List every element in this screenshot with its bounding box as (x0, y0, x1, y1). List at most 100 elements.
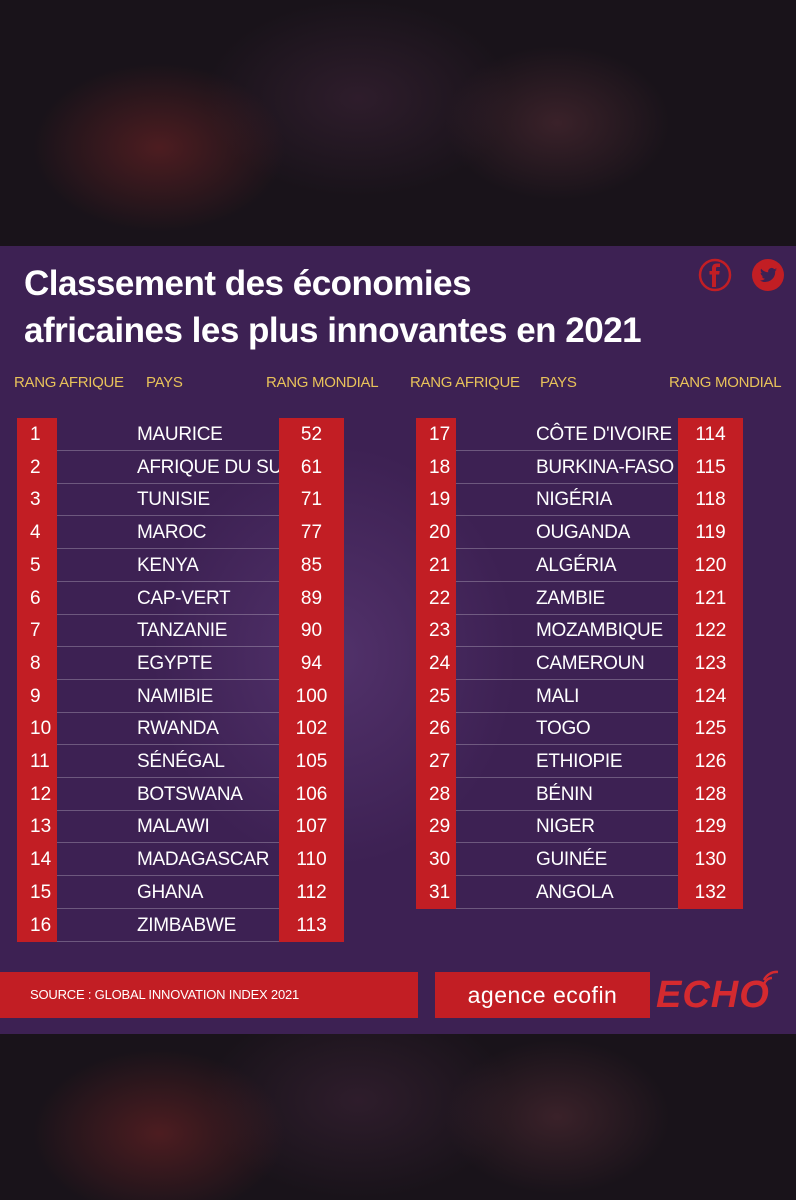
country-cell: MAURICE (137, 424, 223, 445)
country-cell: MOZAMBIQUE (536, 620, 663, 642)
africa-rank-cell: 31 (416, 875, 456, 909)
country-cell: MALAWI (137, 816, 210, 838)
country-cell: SÉNÉGAL (137, 751, 225, 772)
africa-rank-cell: 3 (17, 483, 57, 517)
africa-rank-cell: 26 (416, 712, 456, 746)
country-cell: MAROC (137, 522, 207, 544)
country-cell: TANZANIE (137, 620, 228, 642)
title-line-1: Classement des économies (24, 264, 472, 303)
africa-rank-cell: 14 (17, 843, 57, 877)
table-row: 9 NAMIBIE 100 (17, 679, 344, 713)
country-cell: GUINÉE (536, 849, 608, 871)
table-row: 21 ALGÉRIA 120 (416, 548, 743, 582)
africa-rank-cell: 17 (416, 418, 456, 451)
world-rank-cell: 106 (279, 777, 344, 811)
table-row: 24 CAMEROUN 123 (416, 646, 743, 680)
twitter-icon[interactable] (751, 258, 785, 292)
world-rank-cell: 90 (279, 614, 344, 648)
header-rang-afrique-left: RANG AFRIQUE (14, 374, 124, 391)
table-row: 25 MALI 124 (416, 679, 743, 713)
country-cell: EGYPTE (137, 652, 213, 674)
country-cell: OUGANDA (536, 522, 630, 544)
africa-rank-cell: 22 (416, 581, 456, 615)
world-rank-cell: 128 (678, 777, 743, 811)
africa-rank-cell: 6 (17, 581, 57, 615)
country-cell: MADAGASCAR (137, 849, 270, 871)
table-row: 22 ZAMBIE 121 (416, 581, 743, 615)
table-row: 8 EGYPTE 94 (17, 646, 344, 680)
africa-rank-cell: 10 (17, 712, 57, 746)
africa-rank-cell: 25 (416, 679, 456, 713)
africa-rank-cell: 13 (17, 810, 57, 844)
world-rank-cell: 113 (279, 908, 344, 942)
facebook-icon[interactable] (698, 258, 732, 292)
table-row: 16 ZIMBABWE 113 (17, 908, 344, 942)
table-row: 12 BOTSWANA 106 (17, 777, 344, 811)
country-cell: ZIMBABWE (137, 914, 236, 936)
header-rang-mondial-right: RANG MONDIAL (669, 374, 782, 391)
africa-rank-cell: 1 (17, 418, 57, 451)
africa-rank-cell: 19 (416, 483, 456, 517)
country-cell: BÉNIN (536, 783, 593, 805)
world-rank-cell: 123 (678, 646, 743, 680)
world-rank-cell: 118 (678, 483, 743, 517)
table-row: 18 BURKINA-FASO 115 (416, 450, 743, 484)
africa-rank-cell: 24 (416, 646, 456, 680)
africa-rank-cell: 12 (17, 777, 57, 811)
world-rank-cell: 129 (678, 810, 743, 844)
world-rank-cell: 85 (279, 548, 344, 582)
blurred-background-bottom (0, 1034, 796, 1200)
country-cell: TOGO (536, 718, 591, 740)
world-rank-cell: 122 (678, 614, 743, 648)
country-cell: NIGER (536, 816, 595, 838)
world-rank-cell: 94 (279, 646, 344, 680)
africa-rank-cell: 18 (416, 450, 456, 484)
world-rank-cell: 110 (279, 843, 344, 877)
world-rank-cell: 120 (678, 548, 743, 582)
country-cell: ZAMBIE (536, 587, 605, 609)
africa-rank-cell: 11 (17, 745, 57, 778)
world-rank-cell: 119 (678, 516, 743, 550)
table-row: 2 AFRIQUE DU SUD 61 (17, 450, 344, 484)
blurred-background-top (0, 0, 796, 246)
table-row: 27 ETHIOPIE 126 (416, 745, 743, 778)
world-rank-cell: 124 (678, 679, 743, 713)
country-cell: CAP-VERT (137, 587, 231, 609)
africa-rank-cell: 28 (416, 777, 456, 811)
country-cell: TUNISIE (137, 489, 210, 511)
world-rank-cell: 71 (279, 483, 344, 517)
table-row: 15 GHANA 112 (17, 875, 344, 909)
africa-rank-cell: 4 (17, 516, 57, 550)
table-row: 31 ANGOLA 132 (416, 875, 743, 909)
world-rank-cell: 130 (678, 843, 743, 877)
table-row: 13 MALAWI 107 (17, 810, 344, 844)
echo-logo: ECHO (656, 974, 770, 1016)
africa-rank-cell: 30 (416, 843, 456, 877)
africa-rank-cell: 16 (17, 908, 57, 942)
world-rank-cell: 102 (279, 712, 344, 746)
table-row: 26 TOGO 125 (416, 712, 743, 746)
africa-rank-cell: 9 (17, 679, 57, 713)
table-row: 5 KENYA 85 (17, 548, 344, 582)
world-rank-cell: 114 (678, 418, 743, 451)
world-rank-cell: 121 (678, 581, 743, 615)
country-cell: NAMIBIE (137, 685, 214, 707)
table-row: 30 GUINÉE 130 (416, 843, 743, 877)
country-cell: ANGOLA (536, 881, 614, 903)
header-pays-right: PAYS (540, 374, 577, 391)
country-cell: GHANA (137, 881, 204, 903)
table-row: 6 CAP-VERT 89 (17, 581, 344, 615)
country-cell: AFRIQUE DU SUD (137, 456, 296, 478)
world-rank-cell: 105 (279, 745, 344, 778)
table-row: 7 TANZANIE 90 (17, 614, 344, 648)
world-rank-cell: 112 (279, 875, 344, 909)
table-row: 20 OUGANDA 119 (416, 516, 743, 550)
source-label: SOURCE : GLOBAL INNOVATION INDEX 2021 (0, 972, 418, 1018)
agence-ecofin-logo: agence ecofin (435, 972, 650, 1018)
table-row: 4 MAROC 77 (17, 516, 344, 550)
page-title: Classement des économies africaines les … (24, 260, 724, 354)
africa-rank-cell: 2 (17, 450, 57, 484)
table-row: 14 MADAGASCAR 110 (17, 843, 344, 877)
country-cell: NIGÉRIA (536, 489, 613, 511)
header-pays-left: PAYS (146, 374, 183, 391)
